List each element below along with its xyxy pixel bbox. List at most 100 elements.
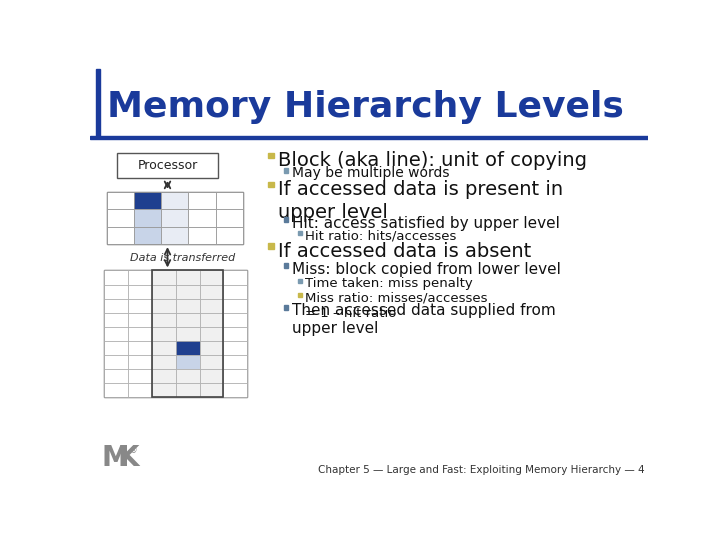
Text: Hit ratio: hits/accesses: Hit ratio: hits/accesses <box>305 230 456 242</box>
Bar <box>223 299 248 313</box>
Bar <box>176 271 199 285</box>
Bar <box>104 355 128 369</box>
Text: Memory Hierarchy Levels: Memory Hierarchy Levels <box>107 90 624 124</box>
Bar <box>128 313 152 327</box>
Bar <box>176 355 199 369</box>
Bar <box>152 271 176 285</box>
Text: M: M <box>102 443 130 471</box>
Bar <box>284 305 289 309</box>
Bar <box>176 313 199 327</box>
Text: Processor: Processor <box>138 159 197 172</box>
Bar <box>199 285 223 299</box>
Bar <box>297 279 302 283</box>
Bar <box>128 383 152 397</box>
Bar <box>104 369 128 383</box>
Bar <box>134 210 161 227</box>
Bar <box>152 327 176 341</box>
Text: If accessed data is absent: If accessed data is absent <box>277 242 531 261</box>
Bar <box>269 182 274 187</box>
Bar <box>96 69 100 137</box>
Bar <box>199 369 223 383</box>
Bar <box>284 168 289 173</box>
Bar <box>199 313 223 327</box>
Bar <box>128 341 152 355</box>
Bar <box>223 341 248 355</box>
Bar <box>215 227 243 244</box>
Bar <box>104 271 128 285</box>
Bar <box>199 299 223 313</box>
Bar <box>152 383 176 397</box>
Text: Chapter 5 — Large and Fast: Exploiting Memory Hierarchy — 4: Chapter 5 — Large and Fast: Exploiting M… <box>318 465 644 475</box>
Bar <box>189 192 215 210</box>
Bar <box>176 285 199 299</box>
Bar <box>215 192 243 210</box>
Bar <box>104 341 128 355</box>
Bar <box>189 210 215 227</box>
Bar <box>223 369 248 383</box>
Bar <box>107 210 134 227</box>
Bar <box>284 217 289 222</box>
Bar <box>199 355 223 369</box>
Bar <box>107 192 243 244</box>
Bar <box>104 313 128 327</box>
Text: Block (aka line): unit of copying: Block (aka line): unit of copying <box>277 151 587 170</box>
Bar <box>152 369 176 383</box>
Bar <box>269 244 274 249</box>
Bar <box>128 299 152 313</box>
Bar <box>128 285 152 299</box>
Bar <box>128 355 152 369</box>
Bar <box>284 264 289 268</box>
Bar <box>176 369 199 383</box>
Text: K: K <box>117 443 139 471</box>
Text: Miss ratio: misses/accesses
= 1 – hit ratio: Miss ratio: misses/accesses = 1 – hit ra… <box>305 291 488 320</box>
Text: Data is transferred: Data is transferred <box>130 253 235 263</box>
Bar <box>199 327 223 341</box>
Bar <box>223 383 248 397</box>
Bar <box>176 327 199 341</box>
Bar <box>223 327 248 341</box>
Bar <box>161 227 189 244</box>
Bar <box>128 369 152 383</box>
Text: Miss: block copied from lower level: Miss: block copied from lower level <box>292 262 561 277</box>
Bar <box>104 299 128 313</box>
Text: Hit: access satisfied by upper level: Hit: access satisfied by upper level <box>292 215 560 231</box>
Bar <box>269 153 274 158</box>
Bar <box>176 383 199 397</box>
Bar <box>199 341 223 355</box>
Bar <box>223 313 248 327</box>
Bar <box>199 271 223 285</box>
Bar <box>152 341 176 355</box>
Bar <box>297 293 302 296</box>
Bar <box>152 285 176 299</box>
Bar <box>104 271 248 397</box>
Bar <box>161 210 189 227</box>
Bar <box>297 231 302 235</box>
Bar <box>134 192 161 210</box>
Bar <box>161 192 189 210</box>
Bar <box>223 271 248 285</box>
Bar <box>152 271 223 397</box>
Bar <box>199 383 223 397</box>
Bar <box>152 313 176 327</box>
Bar <box>90 137 648 139</box>
Bar <box>152 355 176 369</box>
Bar <box>107 192 134 210</box>
Bar <box>152 299 176 313</box>
Bar <box>117 153 218 178</box>
Bar <box>128 271 152 285</box>
Text: Then accessed data supplied from
upper level: Then accessed data supplied from upper l… <box>292 303 556 336</box>
Bar <box>223 355 248 369</box>
Text: May be multiple words: May be multiple words <box>292 166 450 180</box>
Bar <box>176 341 199 355</box>
Text: If accessed data is present in
upper level: If accessed data is present in upper lev… <box>277 180 562 222</box>
Bar <box>176 299 199 313</box>
Bar <box>128 327 152 341</box>
Bar <box>189 227 215 244</box>
Text: Time taken: miss penalty: Time taken: miss penalty <box>305 278 473 291</box>
Bar <box>104 285 128 299</box>
Bar <box>104 383 128 397</box>
Bar <box>215 210 243 227</box>
Bar <box>104 327 128 341</box>
Bar <box>107 227 134 244</box>
Bar <box>223 285 248 299</box>
